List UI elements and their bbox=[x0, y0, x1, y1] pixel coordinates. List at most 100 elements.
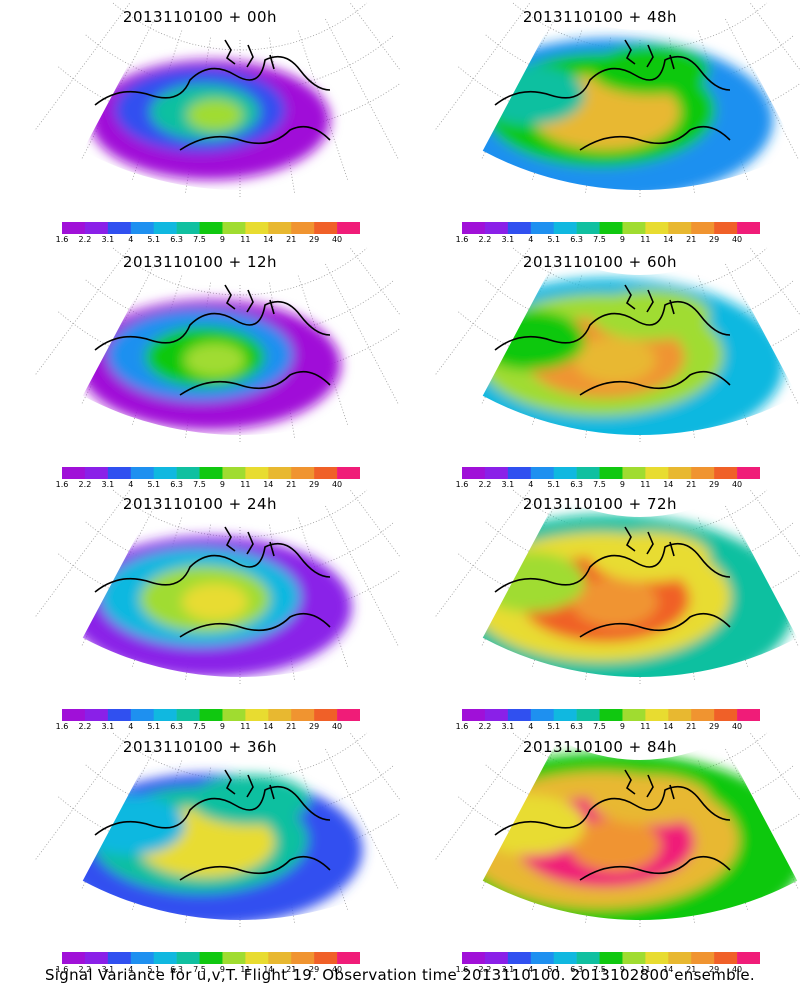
colorbar-label: 1.6 bbox=[455, 965, 469, 974]
map-panel: 2013110100 + 24h 1.6 2.2 3.1 4 5.1 6.3 7.5 9 11 14… bbox=[0, 487, 400, 732]
variance-field bbox=[482, 514, 795, 678]
colorbar-label: 7.5 bbox=[593, 722, 606, 731]
colorbar-labels: 1.6 2.2 3.1 4 5.1 6.3 7.5 9 11 14 21 29 40 bbox=[0, 480, 400, 490]
colorbar-swatch bbox=[714, 709, 738, 721]
colorbar-swatch bbox=[176, 952, 200, 964]
colorbar-swatch bbox=[484, 467, 509, 479]
coastline bbox=[94, 526, 331, 638]
colorbar-swatch bbox=[314, 709, 338, 721]
colorbar-swatch bbox=[268, 709, 292, 721]
colorbar-swatch bbox=[462, 222, 486, 234]
colorbar-label: 2.2 bbox=[478, 965, 492, 974]
colorbar-swatch bbox=[107, 222, 132, 234]
colorbar-swatch bbox=[291, 709, 315, 721]
panel-title: 2013110100 + 12h bbox=[122, 253, 278, 271]
colorbar-label: 40 bbox=[731, 965, 743, 974]
colorbar bbox=[62, 222, 360, 234]
colorbar-labels: 1.6 2.2 3.1 4 5.1 6.3 7.5 9 11 14 21 29 40 bbox=[400, 235, 800, 245]
colorbar-label: 21 bbox=[686, 965, 697, 974]
colorbar-swatch bbox=[668, 952, 692, 964]
colorbar-label: 5.1 bbox=[547, 722, 561, 731]
colorbar-swatch bbox=[507, 709, 532, 721]
colorbar-label: 7.5 bbox=[193, 965, 206, 974]
colorbar-label: 21 bbox=[286, 480, 297, 489]
colorbar-label: 14 bbox=[263, 965, 274, 974]
colorbar-label: 5.1 bbox=[147, 235, 161, 244]
colorbar-swatch bbox=[291, 952, 315, 964]
map-plot bbox=[434, 732, 800, 928]
colorbar-label: 1.6 bbox=[55, 722, 69, 731]
colorbar-swatch bbox=[737, 467, 760, 479]
panel-title: 2013110100 + 48h bbox=[522, 8, 678, 26]
colorbar-label: 2.2 bbox=[78, 235, 92, 244]
colorbar-label: 21 bbox=[286, 722, 297, 731]
map-panel: 2013110100 + 48h 1.6 2.2 3.1 4 5.1 6.3 7.5 9 11 14… bbox=[400, 0, 800, 245]
colorbar-label: 9 bbox=[619, 235, 625, 244]
colorbar-label: 29 bbox=[309, 722, 320, 731]
colorbar-swatch bbox=[599, 467, 623, 479]
variance-field bbox=[82, 773, 363, 921]
colorbar-label: 11 bbox=[240, 480, 251, 489]
colorbar-label: 3.1 bbox=[101, 235, 115, 244]
coastline bbox=[494, 39, 731, 151]
map-plot bbox=[34, 732, 400, 928]
colorbar bbox=[62, 467, 360, 479]
colorbar-label: 11 bbox=[640, 480, 651, 489]
variance-field bbox=[90, 60, 330, 180]
colorbar-swatch bbox=[268, 222, 292, 234]
colorbar-swatch bbox=[691, 467, 715, 479]
colorbar-label: 40 bbox=[331, 235, 343, 244]
colorbar-labels: 1.6 2.2 3.1 4 5.1 6.3 7.5 9 11 14 21 29 40 bbox=[0, 235, 400, 245]
colorbar-label: 9 bbox=[219, 480, 225, 489]
colorbar-label: 6.3 bbox=[170, 965, 183, 974]
colorbar-swatch bbox=[176, 709, 200, 721]
colorbar-labels: 1.6 2.2 3.1 4 5.1 6.3 7.5 9 11 14 21 29 40 bbox=[400, 480, 800, 490]
colorbar-label: 4 bbox=[128, 965, 134, 974]
colorbar-swatch bbox=[199, 222, 223, 234]
colorbar-swatch bbox=[107, 709, 132, 721]
colorbar-swatch bbox=[130, 709, 154, 721]
colorbar-labels: 1.6 2.2 3.1 4 5.1 6.3 7.5 9 11 14 21 29 40 bbox=[400, 965, 800, 975]
colorbar-swatch bbox=[84, 222, 109, 234]
colorbar-swatch bbox=[462, 709, 486, 721]
colorbar-label: 2.2 bbox=[78, 965, 92, 974]
colorbar-label: 9 bbox=[619, 965, 625, 974]
colorbar-label: 40 bbox=[731, 480, 743, 489]
colorbar-label: 3.1 bbox=[501, 480, 515, 489]
colorbar-swatch bbox=[714, 952, 738, 964]
colorbar-swatch bbox=[337, 222, 360, 234]
colorbar-swatch bbox=[337, 952, 360, 964]
colorbar-label: 21 bbox=[686, 722, 697, 731]
colorbar-label: 4 bbox=[128, 722, 134, 731]
colorbar-label: 5.1 bbox=[147, 722, 161, 731]
colorbar-label: 4 bbox=[128, 235, 134, 244]
colorbar-label: 5.1 bbox=[547, 480, 561, 489]
colorbar-swatch bbox=[484, 952, 509, 964]
colorbar-swatch bbox=[553, 222, 577, 234]
colorbar-swatch bbox=[153, 467, 177, 479]
map-panel: 2013110100 + 84h 1.6 2.2 3.1 4 5.1 6.3 7.5 9 11 14… bbox=[400, 730, 800, 975]
map-panel: 2013110100 + 72h 1.6 2.2 3.1 4 5.1 6.3 7.5 9 11 14… bbox=[400, 487, 800, 732]
map-panel: 2013110100 + 60h 1.6 2.2 3.1 4 5.1 6.3 7.5 9 11 14… bbox=[400, 245, 800, 490]
variance-field bbox=[482, 38, 774, 191]
colorbar-label: 21 bbox=[686, 235, 697, 244]
colorbar-swatch bbox=[714, 467, 738, 479]
colorbar bbox=[62, 709, 360, 721]
colorbar-swatch bbox=[462, 952, 486, 964]
colorbar-label: 4 bbox=[528, 235, 534, 244]
colorbar-swatch bbox=[645, 467, 669, 479]
colorbar-label: 5.1 bbox=[147, 965, 161, 974]
colorbar-swatch bbox=[576, 222, 600, 234]
colorbar-label: 6.3 bbox=[170, 722, 183, 731]
colorbar-label: 7.5 bbox=[593, 480, 606, 489]
colorbar-swatch bbox=[84, 467, 109, 479]
colorbar-swatch bbox=[291, 222, 315, 234]
colorbar-label: 29 bbox=[309, 480, 320, 489]
colorbar-label: 7.5 bbox=[193, 722, 206, 731]
coastline bbox=[94, 769, 331, 881]
colorbar-swatch bbox=[130, 467, 154, 479]
variance-field bbox=[482, 278, 784, 436]
map-panel: 2013110100 + 12h 1.6 2.2 3.1 4 5.1 6.3 7.5 9 11 14… bbox=[0, 245, 400, 490]
colorbar-label: 29 bbox=[709, 722, 720, 731]
colorbar-swatch bbox=[84, 952, 109, 964]
